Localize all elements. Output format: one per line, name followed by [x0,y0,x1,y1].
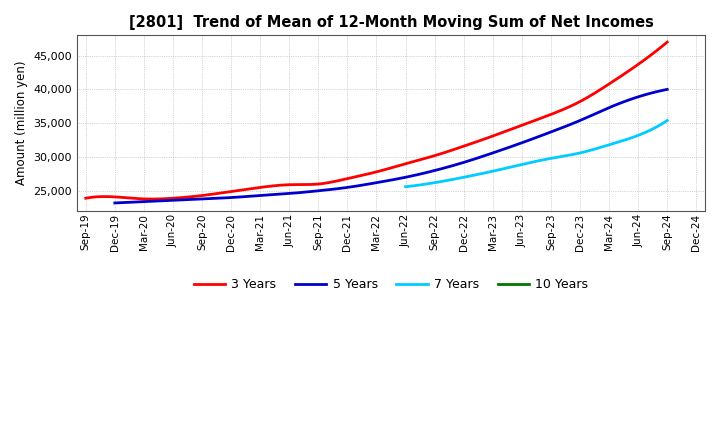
5 Years [110,200,119,205]
3 Years [430,153,438,158]
5 Years [449,163,457,168]
7 Years [622,137,631,142]
3 Years [428,154,436,159]
Line: 5 Years: 5 Years [114,89,667,203]
7 Years [556,154,564,159]
5 Years [112,200,121,205]
5 Years [611,103,620,108]
7 Years [557,154,566,159]
3 Years [148,196,156,202]
3 Years [611,78,619,83]
7 Years [562,153,570,158]
Title: [2801]  Trend of Mean of 12-Month Moving Sum of Net Incomes: [2801] Trend of Mean of 12-Month Moving … [129,15,654,30]
7 Years [663,118,672,123]
3 Years [439,150,448,155]
7 Years [401,184,410,189]
3 Years [573,100,582,105]
5 Years [663,87,672,92]
Line: 3 Years: 3 Years [86,42,667,199]
3 Years [84,195,92,201]
Legend: 3 Years, 5 Years, 7 Years, 10 Years: 3 Years, 5 Years, 7 Years, 10 Years [189,273,593,296]
3 Years [81,196,90,201]
Line: 7 Years: 7 Years [405,121,667,187]
7 Years [402,184,410,189]
5 Years [439,165,448,171]
7 Years [639,131,647,136]
5 Years [576,117,585,123]
3 Years [663,40,672,45]
Y-axis label: Amount (million yen): Amount (million yen) [15,61,28,185]
5 Years [438,166,446,171]
